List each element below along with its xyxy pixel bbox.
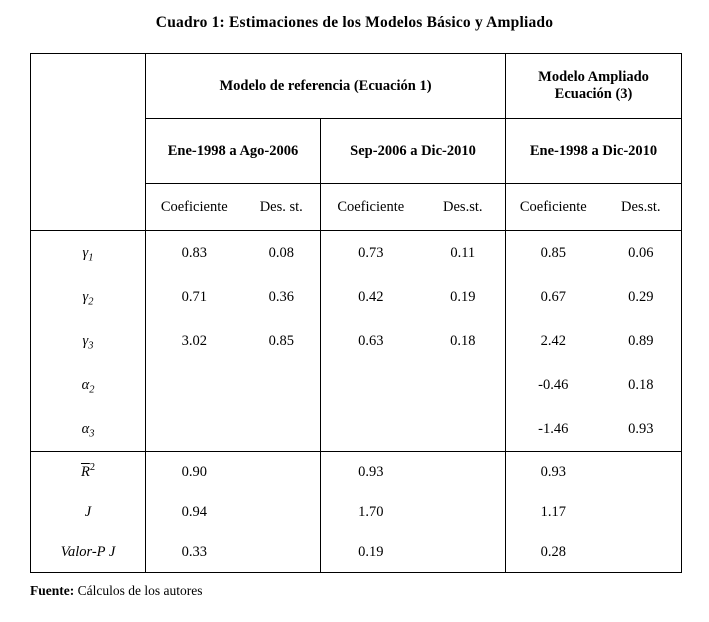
value-cell [146,363,243,407]
value-cell [242,363,321,407]
table-row-gamma3: γ3 3.02 0.85 0.63 0.18 2.42 0.89 [30,319,682,363]
row-label: Valor-P J [30,532,146,573]
row-label: α2 [30,363,146,407]
col-header-coeficiente-3: Coeficiente [505,183,601,231]
value-cell: 0.18 [628,376,654,393]
value-cell [420,492,507,532]
value-cell: 0.36 [242,275,321,319]
value-cell: 0.67 [540,288,566,305]
value-cell: 3.02 [181,332,207,349]
column-header-row: Coeficiente Des. st. Coeficiente Des.st.… [31,183,682,231]
col-header-coeficiente-1: Coeficiente [145,183,243,231]
table-row-valorp-j: Valor-P J 0.33 0.19 0.28 [30,532,682,573]
value-cell: -0.46 [538,376,569,393]
value-cell: -1.46 [538,420,569,437]
value-cell [600,451,682,492]
row-label: J [30,492,146,532]
table-row-j: J 0.94 1.70 1.17 [30,492,682,532]
row-label: R2 [30,451,146,492]
group-header-ampliado-line2: Ecuación (3) [554,86,633,102]
col-header-desst-2: Des.st. [420,183,507,231]
value-cell [321,363,421,407]
table-row-gamma2: γ2 0.71 0.36 0.42 0.19 0.67 0.29 [30,275,682,319]
value-cell [601,532,682,573]
value-cell: 0.93 [505,451,601,492]
row-label: γ3 [30,319,146,363]
value-cell [420,532,507,573]
value-cell [146,407,243,452]
table-row-alpha3: α3 -1.46 0.93 [30,407,682,452]
value-cell: 0.63 [358,332,384,349]
value-cell [242,451,321,492]
source-text: Cálculos de los autores [77,583,203,598]
value-cell: 0.18 [420,319,507,363]
group-header-row: Modelo de referencia (Ecuación 1) Modelo… [30,53,682,231]
period-header-1: Ene-1998 a Ago-2006 [145,118,321,184]
value-cell: 1.70 [358,503,384,520]
value-cell [242,492,321,532]
group-header-ampliado: Modelo Ampliado Ecuación (3) [505,53,682,119]
group-header-referencia: Modelo de referencia (Ecuación 1) [145,53,507,119]
value-cell: 0.19 [420,275,507,319]
col-header-desst-1: Des. st. [242,183,321,231]
value-cell: 0.71 [181,288,207,305]
period-header-2: Sep-2006 a Dic-2010 [320,118,507,184]
row-label: α3 [30,407,146,452]
value-cell: 0.29 [628,288,654,305]
row-label: γ2 [30,275,146,319]
value-cell: 0.93 [320,451,421,492]
period-header-3: Ene-1998 a Dic-2010 [505,118,682,184]
value-cell [242,407,321,452]
corner-cell [30,53,146,231]
estimates-table: Modelo de referencia (Ecuación 1) Modelo… [30,53,683,573]
value-cell: 0.11 [420,230,507,275]
value-cell [420,451,507,492]
value-cell [601,492,682,532]
value-cell: 0.28 [540,543,566,560]
value-cell: 0.93 [628,420,654,437]
group-header-ampliado-line1: Modelo Ampliado [538,69,649,85]
value-cell: 0.06 [628,244,654,261]
value-cell: 0.83 [181,244,207,261]
table-row-gamma1: γ1 0.83 0.08 0.73 0.11 0.85 0.06 [30,230,682,275]
value-cell: 0.08 [242,230,321,275]
value-cell: 2.42 [540,332,566,349]
row-label: γ1 [30,230,146,275]
value-cell: 0.89 [628,332,654,349]
table-row-alpha2: α2 -0.46 0.18 [30,363,682,407]
period-header-row: Ene-1998 a Ago-2006 Sep-2006 a Dic-2010 … [31,118,682,184]
col-header-coeficiente-2: Coeficiente [320,183,421,231]
value-cell: 0.85 [242,319,321,363]
value-cell: 0.90 [145,451,243,492]
value-cell [321,407,421,452]
source-note: Fuente: Cálculos de los autores [30,583,709,599]
value-cell: 1.17 [540,503,566,520]
value-cell: 0.73 [358,244,384,261]
value-cell: 0.19 [358,543,384,560]
value-cell [420,363,507,407]
value-cell: 0.42 [358,288,384,305]
value-cell [242,532,321,573]
table-title: Cuadro 1: Estimaciones de los Modelos Bá… [155,14,554,31]
value-cell: 0.85 [540,244,566,261]
table-row-rsquared: R2 0.90 0.93 0.93 [30,451,682,492]
value-cell: 0.33 [181,543,207,560]
col-header-desst-3: Des.st. [600,183,682,231]
source-label: Fuente: [30,583,75,598]
value-cell: 0.94 [181,503,207,520]
value-cell [420,407,507,452]
